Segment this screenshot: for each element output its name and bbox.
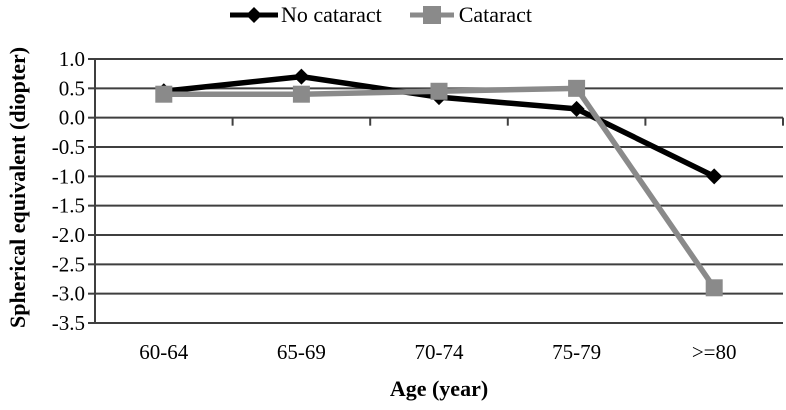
diamond-line-marker-icon [229, 7, 278, 23]
data-point-diamond-no-cataract [706, 168, 723, 185]
y-tick-label: -2.5 [52, 252, 85, 276]
y-tick-label: -3.5 [52, 311, 85, 335]
y-tick-label: -2.0 [52, 223, 85, 247]
y-tick-label: 1.0 [59, 47, 85, 71]
y-tick-label: 0.0 [59, 106, 85, 130]
data-point-square-cataract [155, 85, 173, 103]
chart-legend: No cataract Cataract [0, 2, 762, 28]
legend-label-no-cataract: No cataract [280, 2, 382, 27]
data-point-diamond-no-cataract [293, 68, 310, 85]
x-tick-label: 65-69 [277, 340, 326, 364]
y-tick-label: -0.5 [52, 135, 85, 159]
legend-item-cataract: Cataract [408, 2, 532, 28]
data-point-square-cataract [705, 279, 723, 297]
x-axis-title: Age (year) [389, 376, 489, 401]
y-tick-label: -1.5 [52, 194, 85, 218]
y-tick-label: -1.0 [52, 164, 85, 188]
y-tick-label: -3.0 [52, 282, 85, 306]
data-point-diamond-no-cataract [568, 100, 585, 117]
data-point-square-cataract [292, 85, 310, 103]
y-tick-label: 0.5 [59, 76, 85, 100]
square-line-marker-icon [409, 6, 454, 24]
x-tick-label: 70-74 [415, 340, 464, 364]
data-point-square-cataract [568, 79, 586, 97]
y-axis-title: Spherical equivalent (diopter) [5, 46, 30, 328]
x-tick-label: >=80 [692, 340, 737, 364]
data-point-square-cataract [430, 82, 448, 100]
legend-label-cataract: Cataract [458, 2, 533, 27]
x-tick-label: 75-79 [552, 340, 601, 364]
legend-item-no-cataract: No cataract [229, 2, 382, 28]
x-tick-label: 60-64 [139, 340, 188, 364]
